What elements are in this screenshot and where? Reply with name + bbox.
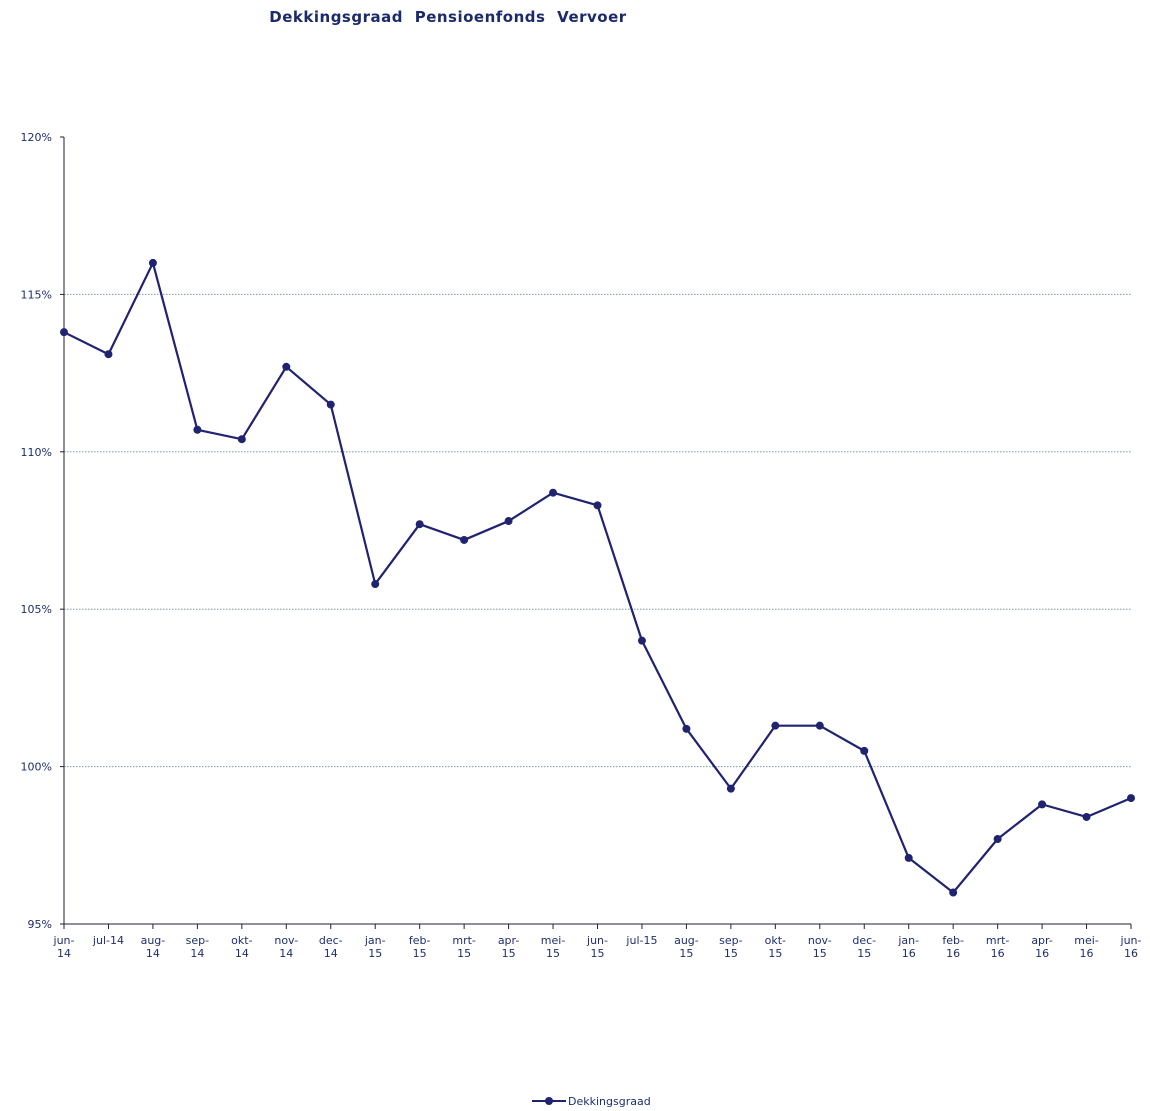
x-axis-ticks: jun-14 jul-14 aug-14 sep-14 okt-14 nov-14 dec-… bbox=[53, 924, 1142, 960]
data-point bbox=[371, 580, 380, 589]
gridlines bbox=[64, 293, 1131, 768]
x-tick-label: nov-14 bbox=[274, 934, 298, 960]
x-tick-label: okt-15 bbox=[765, 934, 786, 960]
data-point bbox=[415, 520, 424, 529]
data-point bbox=[549, 488, 558, 497]
legend-label: Dekkingsgraad bbox=[568, 1094, 651, 1108]
x-tick-label: apr-16 bbox=[1031, 934, 1053, 960]
x-tick-label: jun-15 bbox=[586, 934, 608, 960]
x-tick-label: dec-14 bbox=[319, 934, 343, 960]
series-line bbox=[63, 261, 1132, 894]
data-point bbox=[815, 721, 824, 730]
x-tick-label: mrt-16 bbox=[986, 934, 1010, 960]
data-point bbox=[1038, 800, 1047, 809]
x-tick-label: mrt-15 bbox=[452, 934, 476, 960]
data-point bbox=[148, 258, 157, 267]
x-tick-label: aug-14 bbox=[141, 934, 166, 960]
x-tick-label: jun-16 bbox=[1120, 934, 1142, 960]
data-point bbox=[593, 501, 602, 510]
data-point bbox=[282, 362, 291, 371]
chart-title: Dekkingsgraad Pensioenfonds Vervoer bbox=[269, 8, 627, 26]
series-dekkingsgraad bbox=[60, 258, 1135, 897]
data-point bbox=[60, 328, 68, 337]
legend-marker bbox=[532, 1096, 566, 1106]
data-point bbox=[104, 350, 113, 359]
data-point bbox=[504, 517, 513, 526]
data-point bbox=[949, 888, 958, 897]
data-point bbox=[726, 784, 735, 793]
data-point bbox=[1127, 794, 1135, 803]
data-point bbox=[682, 724, 691, 733]
data-point bbox=[637, 636, 646, 645]
x-tick-label: jul-14 bbox=[92, 934, 124, 947]
data-point bbox=[326, 400, 335, 409]
y-tick-label: 120% bbox=[21, 131, 52, 144]
x-tick-label: mei-16 bbox=[1074, 934, 1099, 960]
y-axis-ticks: 95% 100% 105% 110% 115% 120% bbox=[21, 131, 64, 931]
data-point bbox=[860, 746, 869, 755]
data-point bbox=[771, 721, 780, 730]
data-point bbox=[1082, 812, 1091, 821]
x-tick-label: jun-14 bbox=[53, 934, 75, 960]
y-tick-label: 105% bbox=[21, 603, 52, 616]
x-tick-label: nov-15 bbox=[808, 934, 832, 960]
x-tick-label: feb-15 bbox=[409, 934, 431, 960]
x-tick-label: apr-15 bbox=[498, 934, 520, 960]
y-tick-label: 95% bbox=[28, 918, 52, 931]
x-tick-label: sep-14 bbox=[186, 934, 209, 960]
data-point bbox=[993, 835, 1002, 844]
y-tick-label: 100% bbox=[21, 761, 52, 774]
legend: Dekkingsgraad bbox=[532, 1093, 651, 1109]
axes bbox=[63, 137, 1131, 925]
x-tick-label: aug-15 bbox=[674, 934, 699, 960]
line-chart: 95% 100% 105% 110% 115% 120% jun-14 jul-14 aug-… bbox=[21, 131, 1142, 960]
x-tick-label: jan-16 bbox=[897, 934, 919, 960]
data-point bbox=[904, 853, 913, 862]
y-tick-label: 110% bbox=[21, 446, 52, 459]
x-tick-label: jul-15 bbox=[625, 934, 657, 947]
data-point bbox=[460, 535, 469, 544]
x-tick-label: mei-15 bbox=[541, 934, 566, 960]
x-tick-label: sep-15 bbox=[719, 934, 742, 960]
x-tick-label: jan-15 bbox=[364, 934, 386, 960]
y-tick-label: 115% bbox=[21, 288, 52, 301]
data-point bbox=[193, 425, 202, 434]
x-tick-label: feb-16 bbox=[942, 934, 964, 960]
data-point bbox=[237, 435, 246, 444]
x-tick-label: okt-14 bbox=[231, 934, 252, 960]
x-tick-label: dec-15 bbox=[852, 934, 876, 960]
